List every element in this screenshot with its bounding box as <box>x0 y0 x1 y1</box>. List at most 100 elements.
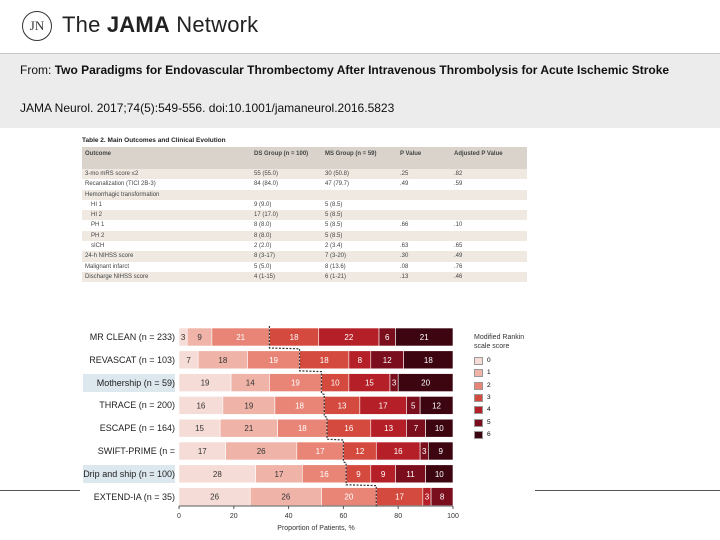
table-cell: 8 (13.6) <box>325 263 346 270</box>
bar-segment <box>397 373 454 392</box>
table-cell: .49 <box>454 253 463 260</box>
trial-label: THRACE (n = 200) <box>99 400 175 411</box>
bar-value-label: 26 <box>210 493 219 502</box>
bar-value-label: 21 <box>244 424 253 433</box>
col-header-adj-p: Adjusted P Value <box>454 151 503 157</box>
legend-label: 5 <box>487 418 491 426</box>
bar-value-label: 13 <box>338 401 347 410</box>
bar-value-label: 10 <box>435 424 444 433</box>
legend-item: 1 <box>474 368 534 378</box>
bar-value-label: 26 <box>257 447 266 456</box>
x-tick-label: 100 <box>447 513 459 520</box>
bar-value-label: 3 <box>425 493 430 502</box>
journal-header: JN The JAMA Network <box>0 0 720 52</box>
bar-value-label: 12 <box>383 356 392 365</box>
outcomes-table: Table 2. Main Outcomes and Clinical Evol… <box>82 137 527 283</box>
bar-value-label: 3 <box>181 333 186 342</box>
x-tick-label: 0 <box>177 513 181 520</box>
bar-value-label: 9 <box>438 447 443 456</box>
x-axis: 0 20 40 60 80 100 Proportion of Patients, % <box>177 505 459 532</box>
bar-segments: 3 9 21 18 22 6 21 7 18 19 18 8 12 18 19 14 19 10 15 3 20 16 19… <box>178 327 454 506</box>
table-cell: .46 <box>454 273 463 280</box>
col-header-ds: DS Group (n = 100) <box>254 151 309 157</box>
x-tick-label: 60 <box>340 513 348 520</box>
table-cell: PH 2 <box>91 232 105 239</box>
bar-segment <box>425 418 454 438</box>
divider-right <box>535 490 720 491</box>
table-cell: 5 (8.5) <box>325 222 343 229</box>
bar-segment <box>428 441 454 461</box>
bar-value-label: 26 <box>281 493 290 502</box>
table-cell: 7 (3-20) <box>325 253 347 260</box>
bar-value-label: 20 <box>421 379 430 388</box>
table-cell: 8 (8.0) <box>254 222 272 229</box>
table-cell: .25 <box>400 171 409 177</box>
table-cell: 3-mo mRS score ≤2 <box>85 171 139 177</box>
table-cell: 55 (55.0) <box>254 171 279 177</box>
legend-swatch <box>474 369 483 378</box>
bar-value-label: 10 <box>435 470 444 479</box>
table-cell: Malignant infarct <box>85 263 130 270</box>
table-cell: .08 <box>400 263 409 270</box>
table-row: PH 1 8 (8.0) 5 (8.5) .66 .10 <box>82 220 527 230</box>
trial-label: Drip and ship (n = 100) <box>83 464 175 483</box>
bar-value-label: 6 <box>385 333 390 342</box>
table-cell: PH 1 <box>91 222 105 229</box>
bar-value-label: 15 <box>365 379 374 388</box>
table-cell: .65 <box>454 243 463 250</box>
article-info-panel: From: Two Paradigms for Endovascular Thr… <box>0 53 720 128</box>
bar-value-label: 12 <box>355 447 364 456</box>
table-cell: 4 (1-15) <box>254 273 276 280</box>
mrs-2-3-divider <box>268 326 377 508</box>
table-cell: 24-h NIHSS score <box>85 253 134 260</box>
bar-value-label: 28 <box>213 470 222 479</box>
table-cell: 2 (3.4) <box>325 243 343 250</box>
trial-label: ESCAPE (n = 164) <box>99 423 175 434</box>
bar-value-label: 16 <box>196 401 205 410</box>
bar-value-label: 7 <box>186 356 191 365</box>
table-cell: 8 (3-17) <box>254 253 276 260</box>
bar-segment <box>419 396 454 415</box>
legend-label: 3 <box>487 393 491 401</box>
table-cell: 30 (50.8) <box>325 171 350 177</box>
table-cell: 84 (84.0) <box>254 181 279 188</box>
bar-value-label: 17 <box>379 401 388 410</box>
table-cell: 5 (8.5) <box>325 201 343 208</box>
jama-network-logo[interactable]: JN <box>22 11 52 41</box>
brand-name[interactable]: The JAMA Network <box>62 12 259 37</box>
trial-label: MR CLEAN (n = 233) <box>89 332 175 342</box>
table-cell: Hemorrhagic transformation <box>85 191 160 198</box>
trial-label: SWIFT-PRIME (n = 98) <box>97 446 175 474</box>
table-row: Recanalization (TICI 2B-3) 84 (84.0) 47 (7… <box>82 179 527 189</box>
legend-swatch <box>474 381 483 390</box>
bar-value-label: 8 <box>440 493 445 502</box>
bar-value-label: 18 <box>295 401 304 410</box>
table-body: 3-mo mRS score ≤2 55 (55.0) 30 (50.8) .25 .8… <box>82 169 527 283</box>
bar-value-label: 13 <box>384 424 393 433</box>
bar-value-label: 9 <box>381 470 386 479</box>
table-header-row: Outcome DS Group (n = 100) MS Group (n =… <box>82 147 527 169</box>
table-row: PH 2 8 (8.0) 5 (8.5) <box>82 230 527 242</box>
bar-value-label: 21 <box>420 333 429 342</box>
table-cell: .66 <box>400 222 409 229</box>
legend-label: 6 <box>487 430 491 438</box>
table-cell: HI 2 <box>91 212 103 219</box>
bar-value-label: 16 <box>344 424 353 433</box>
legend-label: 4 <box>487 406 491 414</box>
table-cell: Recanalization (TICI 2B-3) <box>85 181 156 188</box>
legend-swatch <box>474 393 483 402</box>
legend-item: 4 <box>474 405 534 415</box>
bar-value-label: 18 <box>290 333 299 342</box>
legend-swatch <box>474 406 483 415</box>
table-row: 24-h NIHSS score 8 (3-17) 7 (3-20) .30 .49 <box>82 251 527 262</box>
bar-value-label: 17 <box>395 493 404 502</box>
bar-value-label: 17 <box>275 470 284 479</box>
x-tick-label: 80 <box>394 513 402 520</box>
table-cell: 5 (8.5) <box>325 232 343 239</box>
bar-value-label: 15 <box>195 424 204 433</box>
divider-left <box>0 490 80 491</box>
table-cell: .30 <box>400 253 409 260</box>
bar-segment <box>425 464 454 484</box>
bar-value-label: 3 <box>422 447 427 456</box>
